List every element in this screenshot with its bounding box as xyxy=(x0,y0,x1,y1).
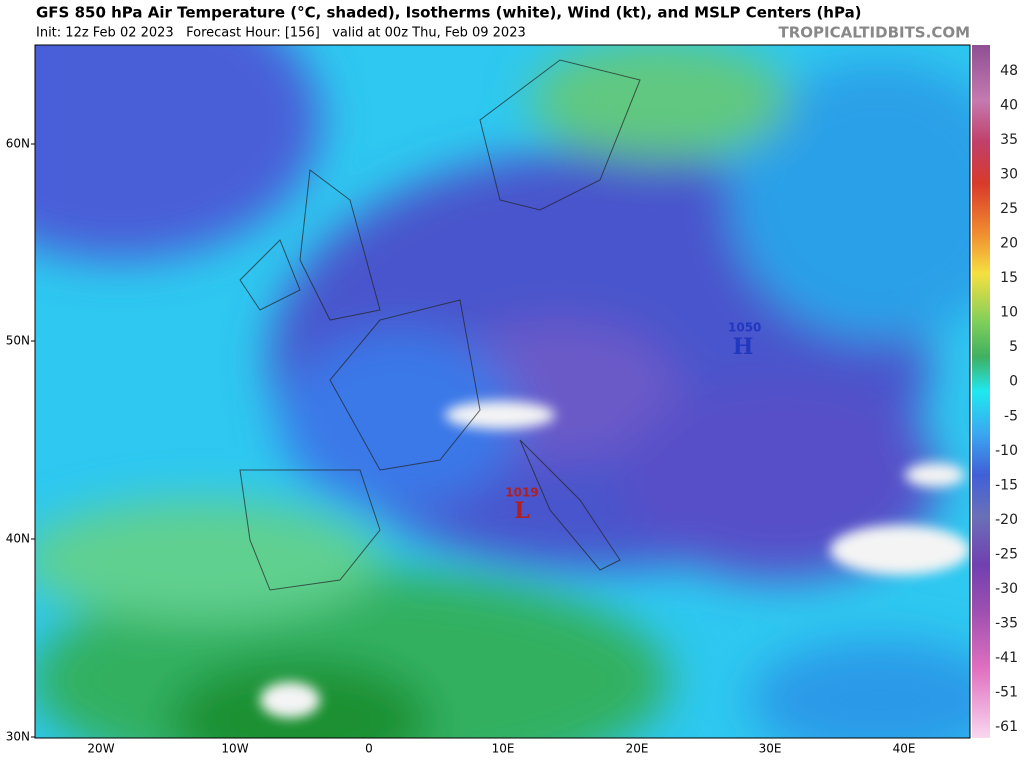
colorbar-label: 30 xyxy=(1000,167,1018,183)
source: TROPICALTIDBITS.COM xyxy=(779,24,971,42)
pressure-center: 1019 xyxy=(505,486,538,500)
colorbar-label: 48 xyxy=(1000,63,1018,79)
colorbar-label: -35 xyxy=(995,615,1018,631)
lon-label: 10E xyxy=(492,742,515,756)
pressure-center: 1050 xyxy=(728,321,761,335)
colorbar-label: -61 xyxy=(995,719,1018,735)
colorbar-label: -10 xyxy=(995,443,1018,459)
colorbar-label: -30 xyxy=(995,581,1018,597)
colorbar-label: 20 xyxy=(1000,236,1018,252)
colorbar-label: -51 xyxy=(995,684,1018,700)
pressure-center-symbol: L xyxy=(514,498,529,524)
colorbar-label: 25 xyxy=(1000,201,1018,217)
colorbar-label: -41 xyxy=(995,650,1018,666)
colorbar-label: 10 xyxy=(1000,305,1018,321)
map-frame xyxy=(34,44,971,739)
title: GFS 850 hPa Air Temperature (°C, shaded)… xyxy=(36,4,862,22)
colorbar-label: 40 xyxy=(1000,98,1018,114)
colorbar-label: 35 xyxy=(1000,132,1018,148)
subtitle: Init: 12z Feb 02 2023 Forecast Hour: [15… xyxy=(36,26,526,41)
colorbar-label: -20 xyxy=(995,512,1018,528)
lon-label: 20E xyxy=(626,742,649,756)
lon-label: 30E xyxy=(759,742,782,756)
lat-label: 40N xyxy=(6,532,30,546)
colorbar-label: 5 xyxy=(1009,339,1018,355)
colorbar xyxy=(972,45,990,738)
lat-label: 50N xyxy=(6,334,30,348)
colorbar-label: -25 xyxy=(995,546,1018,562)
lat-label: 30N xyxy=(6,730,30,744)
colorbar-label: 15 xyxy=(1000,270,1018,286)
colorbar-label: 0 xyxy=(1009,374,1018,390)
lon-label: 0 xyxy=(365,742,373,756)
pressure-center-symbol: H xyxy=(733,334,754,360)
colorbar-label: -15 xyxy=(995,477,1018,493)
lon-label: 20W xyxy=(87,742,114,756)
colorbar-label: -5 xyxy=(1004,408,1018,424)
lon-label: 10W xyxy=(221,742,248,756)
lon-label: 40E xyxy=(893,742,916,756)
lat-label: 60N xyxy=(6,137,30,151)
